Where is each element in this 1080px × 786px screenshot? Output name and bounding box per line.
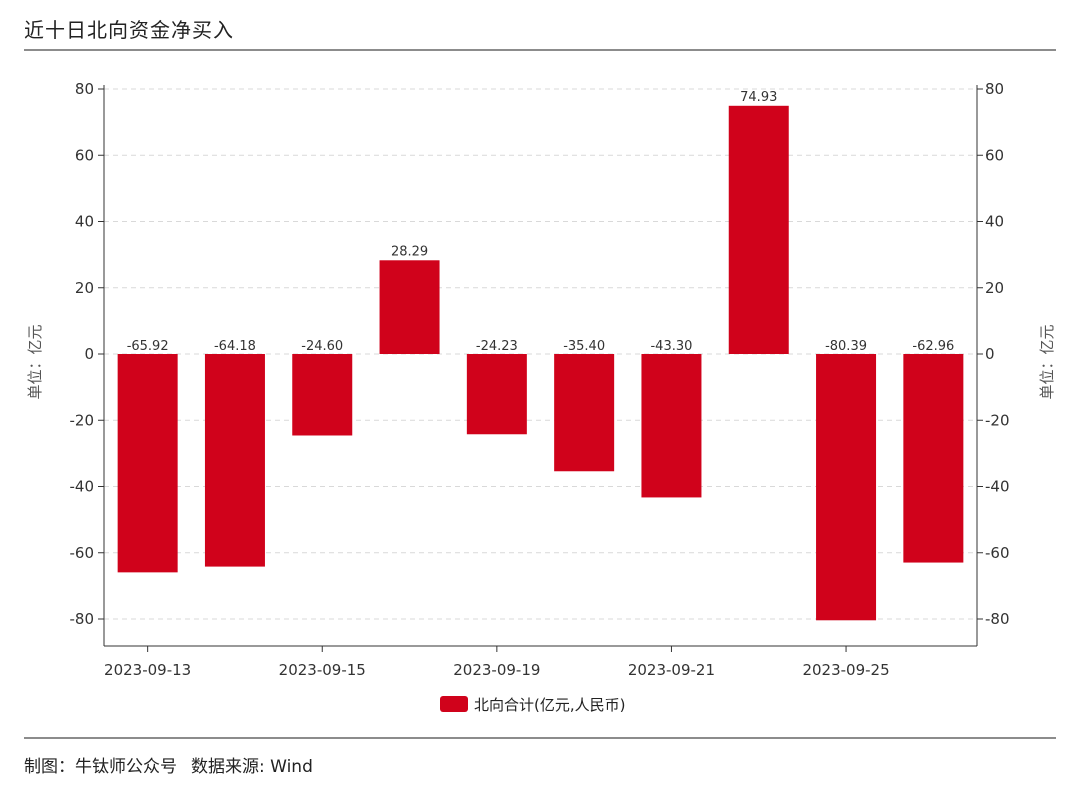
bar	[816, 354, 877, 621]
bar	[292, 354, 353, 436]
legend-label: 北向合计(亿元,人民币)	[474, 696, 625, 714]
y-tick-label-left: -80	[70, 610, 95, 628]
data-label: -24.60	[301, 339, 343, 354]
data-label: -65.92	[127, 339, 169, 354]
bar-chart: -65.92 -64.18 -24.60 28.29 -24.23 -35.40 -43.3…	[26, 80, 1056, 714]
y-axis-label-left: 单位：亿元	[26, 324, 44, 399]
bar	[641, 354, 702, 498]
axes	[98, 85, 983, 652]
page-title: 近十日北向资金净买入	[24, 18, 234, 42]
data-label: -64.18	[214, 339, 256, 354]
footer-divider	[24, 737, 1056, 739]
tick-labels: -80 -80 -60 -60 -40 -40 -20 -20 0 0 20 20 40 40 60 60 80…	[70, 80, 1010, 679]
footer-source: 数据来源: Wind	[191, 757, 313, 777]
title-divider	[24, 49, 1056, 51]
x-tick-label: 2023-09-21	[628, 661, 715, 679]
data-label: 74.93	[740, 90, 777, 105]
bar	[903, 354, 964, 563]
data-label: -24.23	[476, 339, 518, 354]
footer: 制图：牛钛师公众号 数据来源: Wind	[24, 752, 327, 777]
bar	[466, 354, 527, 435]
x-tick-label: 2023-09-13	[104, 661, 191, 679]
legend: 北向合计(亿元,人民币)	[440, 696, 625, 714]
y-tick-label-right: -80	[985, 610, 1010, 628]
bar	[204, 354, 265, 567]
y-tick-label-right: -20	[985, 411, 1010, 429]
data-label: -35.40	[563, 339, 605, 354]
footer-credit: 制图：牛钛师公众号	[24, 757, 177, 777]
data-label: 28.29	[391, 244, 428, 259]
y-tick-label-left: -40	[70, 478, 95, 496]
y-tick-label-right: 40	[985, 213, 1004, 231]
x-tick-label: 2023-09-19	[453, 661, 540, 679]
data-label: -43.30	[650, 339, 692, 354]
y-tick-label-left: 80	[75, 80, 94, 98]
y-tick-label-left: 60	[75, 146, 94, 164]
data-label: -62.96	[912, 339, 954, 354]
y-axis-label-right: 单位：亿元	[1038, 324, 1056, 399]
bar	[379, 260, 440, 354]
y-tick-label-left: -60	[70, 544, 95, 562]
y-tick-label-right: 0	[985, 345, 995, 363]
data-labels: -65.92 -64.18 -24.60 28.29 -24.23 -35.40 -43.3…	[127, 90, 955, 354]
x-tick-label: 2023-09-15	[279, 661, 366, 679]
y-tick-label-right: -40	[985, 478, 1010, 496]
y-tick-label-right: 20	[985, 279, 1004, 297]
y-tick-label-left: 40	[75, 213, 94, 231]
bars	[117, 105, 964, 621]
bar	[728, 105, 789, 354]
y-tick-label-right: 80	[985, 80, 1004, 98]
y-tick-label-left: -20	[70, 411, 95, 429]
legend-swatch	[440, 696, 468, 712]
data-label: -80.39	[825, 339, 867, 354]
y-tick-label-left: 20	[75, 279, 94, 297]
y-tick-label-right: -60	[985, 544, 1010, 562]
x-tick-label: 2023-09-25	[802, 661, 889, 679]
y-tick-label-left: 0	[84, 345, 94, 363]
bar	[554, 354, 615, 472]
y-tick-label-right: 60	[985, 146, 1004, 164]
bar	[117, 354, 178, 573]
